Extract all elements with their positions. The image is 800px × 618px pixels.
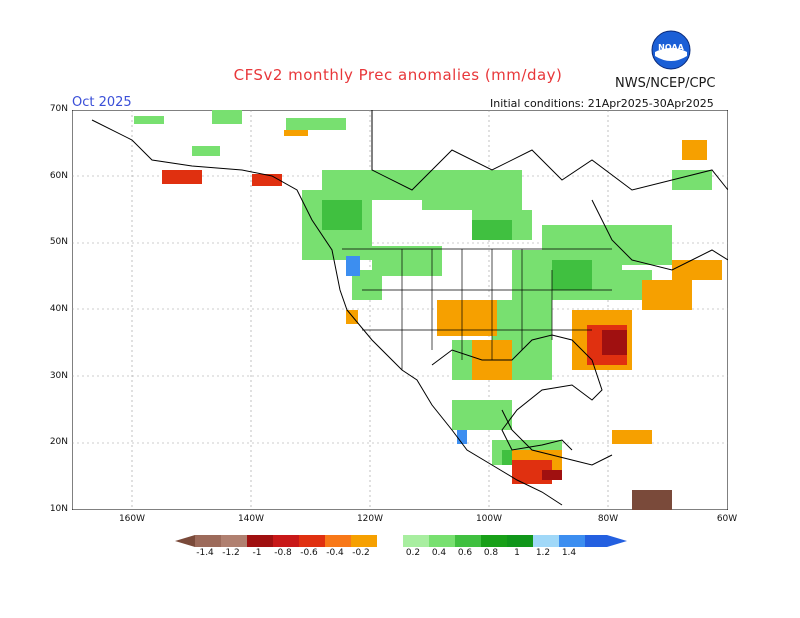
lon-label: 100W — [475, 514, 503, 524]
colorbar-label: -0.4 — [326, 548, 344, 558]
lat-label: 70N — [49, 104, 68, 114]
lat-label: 10N — [49, 504, 68, 514]
agency-label: NWS/NCEP/CPC — [615, 76, 716, 91]
colorbar-label: -1.2 — [222, 548, 240, 558]
colorbar-label: -1 — [252, 548, 262, 558]
lon-label: 160W — [118, 514, 146, 524]
colorbar — [175, 535, 627, 547]
colorbar-label: -0.8 — [274, 548, 292, 558]
colorbar-label: 0.2 — [405, 548, 421, 558]
coastlines — [91, 110, 728, 506]
colorbar-label: 1 — [514, 548, 520, 558]
colorbar-label: -0.2 — [352, 548, 370, 558]
colorbar-label: 1.4 — [561, 548, 577, 558]
colorbar-label: 0.6 — [457, 548, 473, 558]
colorbar-label: -1.4 — [196, 548, 214, 558]
noaa-logo: NOAA — [651, 30, 691, 70]
lat-label: 40N — [49, 304, 68, 314]
colorbar-label: 0.4 — [431, 548, 447, 558]
colorbar-label: 1.2 — [535, 548, 551, 558]
colorbar-label: 0.8 — [483, 548, 499, 558]
svg-text:NOAA: NOAA — [658, 43, 684, 52]
lon-label: 120W — [356, 514, 384, 524]
lat-label: 20N — [49, 437, 68, 447]
initial-conditions: Initial conditions: 21Apr2025-30Apr2025 — [490, 97, 714, 110]
lat-label: 30N — [49, 371, 68, 381]
anomaly-map — [72, 110, 728, 510]
lon-label: 80W — [597, 514, 619, 524]
wet-blue-patch — [346, 256, 360, 276]
lon-label: 60W — [716, 514, 738, 524]
wet-strong — [322, 200, 592, 465]
dry-brown-patch — [632, 490, 672, 510]
lon-label: 140W — [237, 514, 265, 524]
month-label: Oct 2025 — [72, 95, 132, 110]
lat-label: 50N — [49, 237, 68, 247]
colorbar-label: -0.6 — [300, 548, 318, 558]
dry-severe — [542, 330, 627, 480]
wet-blue-patch-mx — [457, 430, 467, 444]
plot-title: CFSv2 monthly Prec anomalies (mm/day) — [233, 66, 563, 84]
political-borders — [342, 248, 612, 370]
lat-label: 60N — [49, 171, 68, 181]
